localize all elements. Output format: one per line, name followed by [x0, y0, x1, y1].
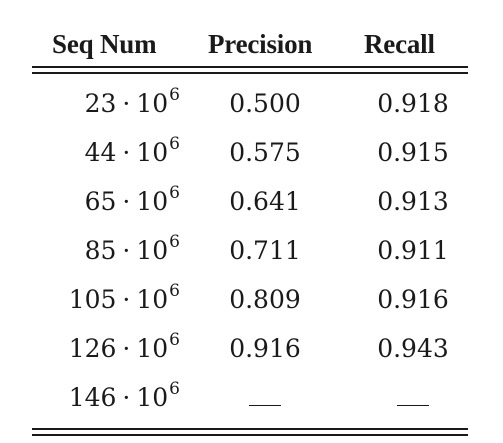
cell-recall: 0.918 [328, 89, 468, 118]
cell-seq-num: 126 · 106 [32, 330, 190, 363]
seq-operator: · [122, 383, 131, 412]
recall-value: 0.916 [377, 285, 449, 314]
seq-exponent: 6 [169, 183, 180, 203]
cell-recall: 0.915 [328, 138, 468, 167]
seq-exponent: 6 [169, 330, 180, 350]
seq-operator: · [122, 285, 131, 314]
table-row: 126 · 106 0.916 0.943 [32, 324, 468, 373]
precision-value: 0.809 [229, 285, 301, 314]
seq-exponent: 6 [169, 379, 180, 399]
seq-base: 85 [84, 236, 117, 265]
header-seq-num: Seq Num [52, 28, 157, 59]
precision-value: 0.641 [229, 187, 301, 216]
results-table: Seq Num Precision Recall 23 · 106 0.500 0.91… [32, 22, 468, 437]
table-row: 44 · 106 0.575 0.915 [32, 128, 468, 177]
cell-precision [190, 383, 328, 412]
seq-operator: · [122, 138, 131, 167]
cell-recall: 0.913 [328, 187, 468, 216]
cell-seq-num: 44 · 106 [32, 134, 190, 167]
recall-value: 0.915 [377, 138, 449, 167]
seq-base: 23 [84, 89, 117, 118]
precision-value: 0.916 [229, 334, 301, 363]
header-recall: Recall [364, 28, 435, 59]
seq-base: 105 [68, 285, 117, 314]
seq-base: 146 [68, 383, 117, 412]
seq-power-base: 10 [136, 138, 169, 167]
table-row: 85 · 106 0.711 0.911 [32, 226, 468, 275]
precision-value: 0.575 [229, 138, 301, 167]
table-header-row: Seq Num Precision Recall [32, 22, 468, 66]
cell-recall: 0.911 [328, 236, 468, 265]
seq-power-base: 10 [136, 334, 169, 363]
header-precision: Precision [208, 28, 313, 59]
cell-precision: 0.575 [190, 138, 328, 167]
cell-precision: 0.809 [190, 285, 328, 314]
cell-precision: 0.711 [190, 236, 328, 265]
seq-power-base: 10 [136, 285, 169, 314]
seq-exponent: 6 [169, 281, 180, 301]
precision-value: 0.500 [229, 89, 301, 118]
table-row: 105 · 106 0.809 0.916 [32, 275, 468, 324]
recall-empty-dash [397, 404, 429, 407]
recall-value: 0.913 [377, 187, 449, 216]
cell-recall [328, 383, 468, 412]
cell-recall: 0.916 [328, 285, 468, 314]
table-row: 65 · 106 0.641 0.913 [32, 177, 468, 226]
seq-operator: · [122, 89, 131, 118]
table-row: 23 · 106 0.500 0.918 [32, 79, 468, 128]
recall-value: 0.918 [377, 89, 449, 118]
bottom-double-rule [32, 428, 468, 437]
cell-seq-num: 85 · 106 [32, 232, 190, 265]
seq-exponent: 6 [169, 134, 180, 154]
table-body: 23 · 106 0.500 0.918 44 · 106 0.575 0.915 65 · 106 0.… [32, 75, 468, 422]
cell-precision: 0.916 [190, 334, 328, 363]
precision-empty-dash [249, 404, 281, 407]
header-double-rule [32, 66, 468, 75]
seq-power-base: 10 [136, 236, 169, 265]
cell-seq-num: 105 · 106 [32, 281, 190, 314]
seq-power-base: 10 [136, 383, 169, 412]
cell-precision: 0.641 [190, 187, 328, 216]
seq-operator: · [122, 187, 131, 216]
seq-power-base: 10 [136, 89, 169, 118]
cell-precision: 0.500 [190, 89, 328, 118]
recall-value: 0.911 [377, 236, 449, 265]
seq-operator: · [122, 334, 131, 363]
seq-base: 44 [84, 138, 117, 167]
cell-recall: 0.943 [328, 334, 468, 363]
seq-base: 65 [84, 187, 117, 216]
cell-seq-num: 146 · 106 [32, 379, 190, 412]
seq-operator: · [122, 236, 131, 265]
seq-power-base: 10 [136, 187, 169, 216]
table-row: 146 · 106 [32, 373, 468, 422]
seq-exponent: 6 [169, 85, 180, 105]
seq-base: 126 [68, 334, 117, 363]
cell-seq-num: 23 · 106 [32, 85, 190, 118]
precision-value: 0.711 [229, 236, 301, 265]
cell-seq-num: 65 · 106 [32, 183, 190, 216]
seq-exponent: 6 [169, 232, 180, 252]
recall-value: 0.943 [377, 334, 449, 363]
